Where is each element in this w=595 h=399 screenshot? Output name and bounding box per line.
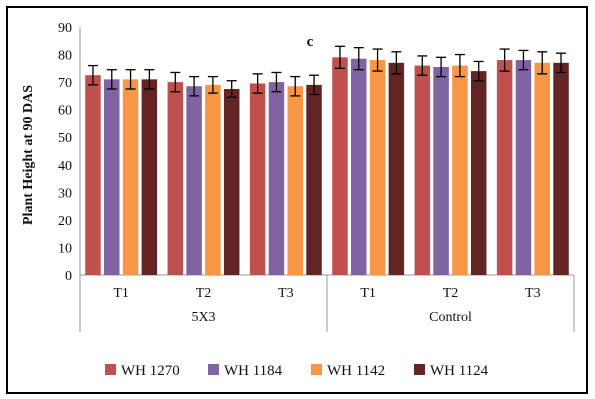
legend-swatch [414, 364, 425, 375]
bar [351, 58, 367, 275]
y-tick-label: 20 [58, 214, 72, 229]
bar [287, 86, 303, 275]
y-tick-label: 40 [58, 159, 72, 174]
bar [388, 62, 405, 276]
bar [205, 84, 221, 275]
bar [104, 79, 120, 275]
legend: WH 1270 WH 1184 WH 1142 WH 1124 [105, 363, 489, 379]
group-label: Control [429, 310, 472, 325]
bar [496, 60, 513, 275]
bar [433, 66, 449, 275]
bar [122, 79, 139, 275]
legend-swatch [105, 364, 116, 375]
y-tick-label: 30 [58, 186, 72, 201]
bar [249, 83, 266, 275]
y-axis-ticks: 0 10 20 30 40 50 60 70 80 90 [58, 21, 72, 284]
bar [414, 65, 431, 275]
chart-frame: 0 10 20 30 40 50 60 70 80 90 T1 T2 T3 T1 T2 T3 5X3 Contr… [6, 6, 588, 394]
legend-label: WH 1124 [430, 363, 489, 379]
panel-letter: c [307, 34, 314, 50]
y-tick-label: 50 [58, 131, 72, 146]
bar [223, 89, 240, 275]
bar [515, 60, 532, 275]
x-tick-label: T3 [278, 286, 294, 301]
legend-label: WH 1270 [121, 363, 180, 379]
bar [534, 62, 550, 276]
bar [332, 57, 348, 275]
x-tick-label: T1 [360, 286, 376, 301]
bar [452, 65, 468, 275]
x-tick-label: T3 [525, 286, 541, 301]
bar [85, 75, 101, 275]
group-label: 5X3 [191, 310, 215, 325]
bar [186, 86, 202, 275]
y-tick-label: 80 [58, 49, 72, 64]
y-tick-label: 0 [65, 269, 72, 284]
x-tick-label: T2 [443, 286, 459, 301]
y-tick-label: 90 [58, 21, 72, 36]
x-axis-labels: T1 T2 T3 T1 T2 T3 5X3 Control [79, 275, 575, 332]
legend-swatch [208, 364, 219, 375]
legend-swatch [311, 364, 322, 375]
bar-chart: 0 10 20 30 40 50 60 70 80 90 T1 T2 T3 T1 T2 T3 5X3 Contr… [21, 21, 575, 379]
y-tick-label: 60 [58, 104, 72, 119]
legend-label: WH 1184 [224, 363, 283, 379]
x-tick-label: T1 [113, 286, 129, 301]
y-tick-label: 10 [58, 241, 72, 256]
bar [167, 82, 184, 275]
bar [369, 60, 386, 275]
bar [470, 71, 487, 275]
bar [306, 84, 322, 275]
bar [268, 82, 285, 275]
x-tick-label: T2 [196, 286, 212, 301]
bar [553, 62, 569, 276]
legend-label: WH 1142 [327, 363, 385, 379]
bar [141, 79, 158, 275]
bars-layer [85, 45, 569, 276]
y-axis-title: Plant Height at 90 DAS [21, 85, 36, 225]
y-tick-label: 70 [58, 76, 72, 91]
